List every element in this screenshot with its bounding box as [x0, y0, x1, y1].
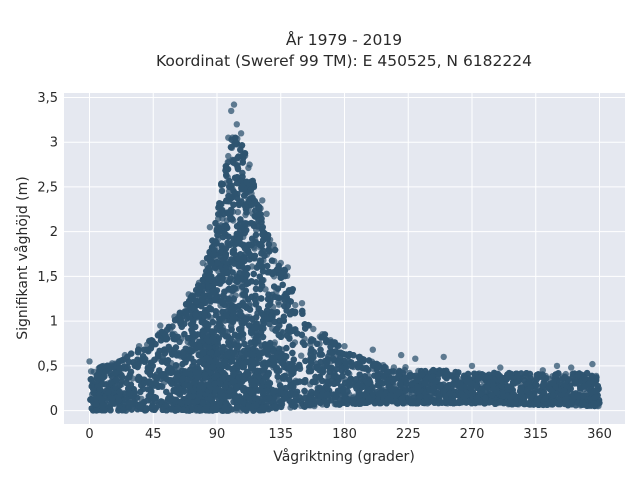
data-point [292, 301, 299, 309]
data-point [275, 301, 283, 308]
data-points [86, 101, 603, 414]
data-point [225, 152, 232, 160]
data-point [234, 208, 242, 216]
data-point [298, 352, 305, 359]
